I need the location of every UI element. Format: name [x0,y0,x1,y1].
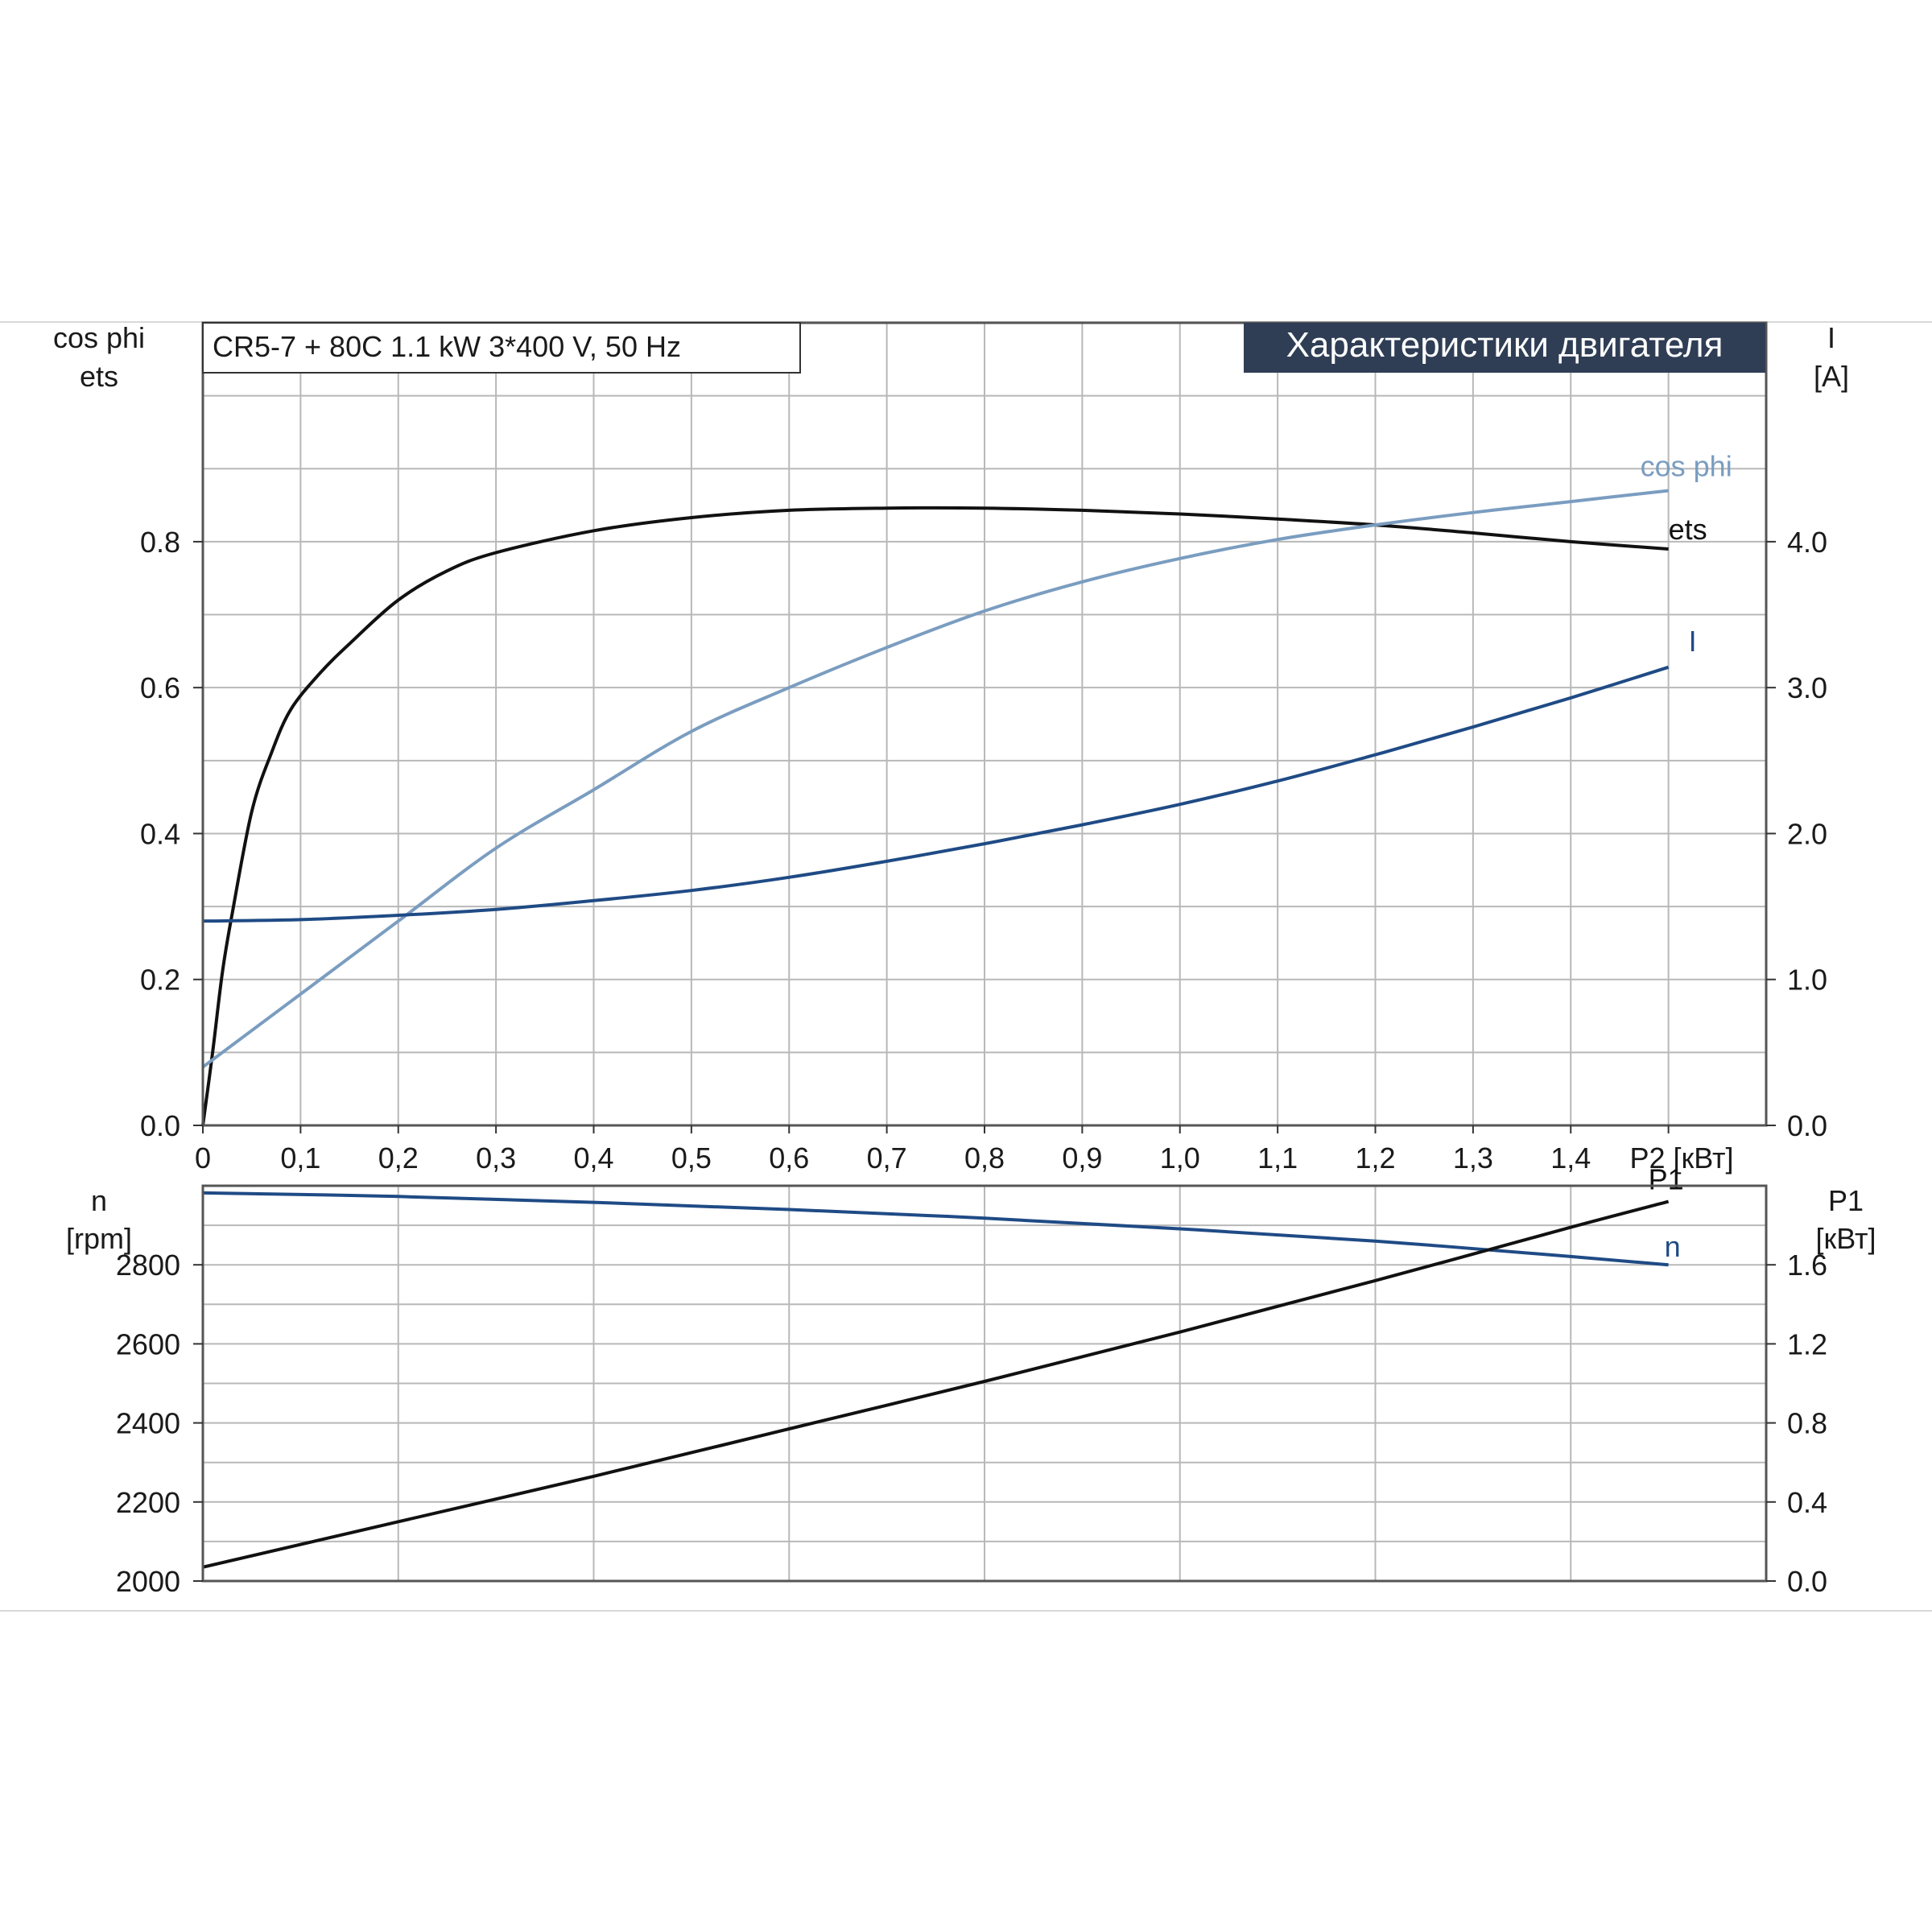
series-line-n [202,1191,1669,1267]
x-tick-label: 0,7 [867,1141,907,1174]
lower-grid [203,1186,1766,1581]
right-y-tick-label: 2.0 [1787,817,1827,850]
left-y-tick-label: 0.4 [140,817,180,850]
series-label-n: n [1665,1230,1681,1263]
right-y-tick-label: 0.0 [1787,1109,1827,1142]
x-tick-label: 1,2 [1355,1141,1395,1174]
lower-right-y-tick-label: 0.8 [1787,1407,1827,1440]
series-label-ets: ets [1669,513,1707,546]
info-box [202,322,801,374]
series-label-i: I [1689,625,1697,658]
lower-series: n P1 [202,1163,1684,1569]
lower-left-y-tick-label: 2400 [116,1407,180,1440]
x-tick-label: 1,4 [1550,1141,1591,1174]
upper-series: ets cos phi I [201,449,1732,1126]
lower-left-y-tick-label: 2000 [116,1565,180,1598]
series-line-ets [201,506,1669,1126]
upper-grid [203,323,1766,1125]
upper-chart: ets cos phi I CR5-7 + 80C 1.1 kW 3*400 V, … [53,321,1849,1174]
x-tick-label: 1,1 [1257,1141,1298,1174]
x-tick-label: 0,6 [769,1141,809,1174]
x-tick-label: 1,0 [1160,1141,1200,1174]
x-tick-label: 0,1 [280,1141,320,1174]
left-y-tick-label: 0.0 [140,1109,180,1142]
x-axis-title: P2 [кВт] [1629,1141,1733,1174]
lower-left-y-tick-label: 2600 [116,1327,180,1360]
series-label-cos-phi: cos phi [1641,449,1732,482]
lower-right-y-tick-label: 0.0 [1787,1565,1827,1598]
x-tick-label: 1,3 [1453,1141,1493,1174]
lower-right-y-tick-label: 0.4 [1787,1486,1827,1519]
lower-right-y-tick-label: 1.6 [1787,1249,1827,1282]
right-axis-title-i: I [1827,321,1835,354]
left-y-tick-label: 0.8 [140,526,180,559]
chart-title: Характеристики двигателя [1286,325,1724,365]
title-box [1244,323,1765,373]
lower-left-y-tick-label: 2200 [116,1486,180,1519]
right-y-tick-label: 4.0 [1787,526,1827,559]
left-y-tick-label: 0.2 [140,964,180,997]
x-tick-label: 0,8 [964,1141,1005,1174]
x-tick-label: 0,3 [476,1141,516,1174]
x-tick-label: 0 [195,1141,211,1174]
x-tick-label: 0,4 [573,1141,613,1174]
left-axis-title-cosphi: cos phi [53,321,145,354]
lower-chart: n P1 n [rpm] P1 [кВт] 2000 2200 2400 2600 280… [66,1163,1876,1598]
lower-left-axis-title-unit: [rpm] [66,1222,132,1255]
series-line-i [202,665,1670,923]
info-box-text: CR5-7 + 80C 1.1 kW 3*400 V, 50 Hz [213,330,681,363]
left-axis-title-ets: ets [80,360,118,393]
right-axis-title-unit: [A] [1814,360,1849,393]
lower-left-y-tick-label: 2800 [116,1249,180,1282]
series-line-p1 [202,1199,1670,1569]
series-line-cos-phi [201,489,1669,1069]
right-y-tick-label: 3.0 [1787,671,1827,704]
x-tick-label: 0,5 [671,1141,712,1174]
series-label-p1: P1 [1649,1163,1684,1196]
x-tick-label: 0,9 [1062,1141,1102,1174]
left-y-tick-label: 0.6 [140,671,180,704]
lower-plot-frame [201,1184,1768,1583]
lower-right-axis-title-p1: P1 [1828,1184,1864,1217]
lower-right-y-tick-label: 1.2 [1787,1327,1827,1360]
lower-tick-labels: 2000 2200 2400 2600 2800 0.0 0.4 0.8 1.2 1.6 [116,1249,1827,1598]
upper-tick-labels: 0 0,1 0,2 0,3 0,4 0,5 0,6 0,7 0,8 0,9 1,0 1,1 1,2 1,3… [140,526,1827,1174]
lower-right-axis-title-unit: [кВт] [1815,1222,1876,1255]
right-y-tick-label: 1.0 [1787,964,1827,997]
lower-left-axis-title-n: n [91,1184,107,1217]
x-tick-label: 0,2 [378,1141,419,1174]
